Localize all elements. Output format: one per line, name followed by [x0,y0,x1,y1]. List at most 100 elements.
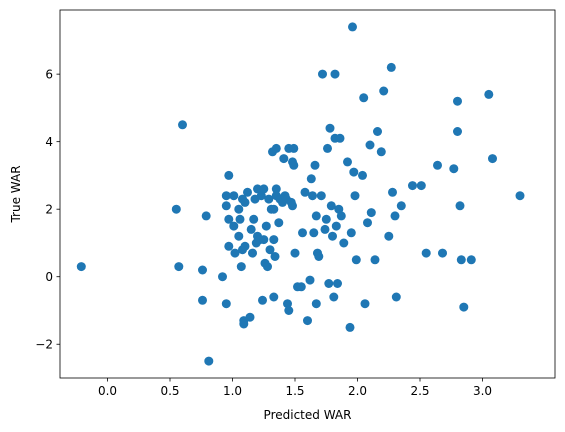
data-point [330,69,340,79]
data-point [229,221,239,231]
data-point [218,272,227,282]
data-point [324,279,334,288]
data-point [298,228,307,238]
data-point [289,143,299,153]
data-points [76,22,525,366]
y-tick-label: 0 [45,270,53,284]
data-point [269,235,279,245]
data-point [234,204,244,214]
data-point [351,255,361,265]
data-point [229,191,239,201]
data-point [198,295,207,305]
data-point [453,127,462,136]
x-tick-label: 2.5 [410,384,429,398]
data-point [321,214,331,224]
data-point [416,181,426,191]
data-point [345,322,355,332]
data-point [306,174,316,184]
data-point [289,160,299,170]
data-point [376,147,386,157]
data-point [323,143,332,153]
data-point [198,265,207,275]
data-point [236,262,246,272]
x-tick-label: 3.0 [473,384,492,398]
data-point [360,299,370,309]
data-point [243,187,252,197]
data-point [204,356,214,366]
data-point [366,208,376,218]
data-point [271,143,281,153]
data-point [296,282,306,292]
data-point [224,214,234,224]
data-point [466,255,476,265]
data-point [271,184,281,194]
data-point [408,181,417,191]
data-point [349,167,359,177]
data-point [309,228,319,238]
data-point [308,191,317,201]
data-point [234,231,244,241]
data-point [201,211,211,221]
data-point [396,201,406,211]
y-tick-label: 4 [45,135,53,149]
data-point [269,292,279,302]
data-point [246,224,256,234]
data-point [459,302,469,312]
data-point [449,164,459,174]
data-point [245,312,255,322]
data-point [258,295,267,305]
data-point [455,201,465,211]
x-tick-label: 0.5 [160,384,179,398]
data-point [488,154,497,164]
data-point [365,140,375,150]
data-point [270,252,280,261]
y-tick-label: 6 [45,67,53,81]
y-axis-title: True WAR [9,165,23,223]
data-point [269,204,279,214]
data-point [370,255,380,265]
data-point [453,96,462,106]
data-point [515,191,525,201]
data-point [484,89,494,99]
data-point [438,248,447,258]
data-point [248,248,257,258]
data-point [335,133,345,143]
data-point [283,299,292,309]
data-point [259,235,269,245]
data-point [320,224,330,234]
data-point [386,62,396,72]
axis-ticks: 0.0 0.5 1.0 1.5 2.0 2.5 3.0 −2 0 2 4 6 [35,67,492,398]
data-point [343,157,352,167]
data-point [388,187,397,197]
data-point [336,211,346,221]
data-point [339,238,349,248]
x-axis-title: Predicted WAR [264,408,352,422]
data-point [263,262,272,272]
data-point [221,191,231,201]
data-point [373,127,382,136]
data-point [253,184,262,194]
data-point [224,170,234,180]
data-point [279,154,289,164]
data-point [331,221,341,231]
data-point [300,187,310,197]
x-tick-label: 2.0 [348,384,367,398]
data-point [359,93,369,103]
data-point [363,218,372,228]
data-point [261,221,271,231]
data-point [288,201,297,211]
data-point [350,191,360,201]
data-point [76,262,86,272]
data-point [221,299,231,309]
y-tick-label: 2 [45,202,53,216]
data-point [230,248,240,258]
data-point [456,255,466,265]
data-point [264,194,274,204]
data-point [224,241,234,251]
data-point [259,184,269,194]
data-point [316,191,326,201]
data-point [384,231,394,241]
data-point [310,160,320,170]
data-point [421,248,431,258]
